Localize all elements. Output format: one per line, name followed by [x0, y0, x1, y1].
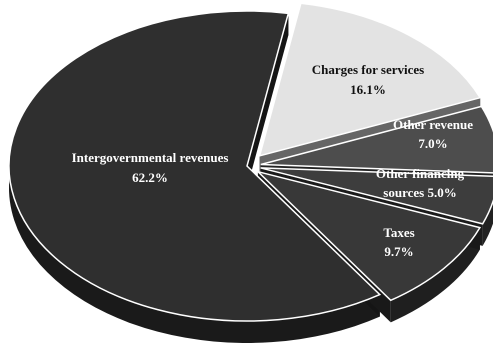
slice-other-revenue — [260, 105, 493, 174]
slice-label-intergovernmental-revenues: Intergovernmental revenues — [72, 150, 229, 165]
slice-value-intergovernmental-revenues: 62.2% — [132, 170, 168, 185]
slice-intergovernmental-revenues — [8, 10, 382, 322]
slice-label-other-financing-sources-line1: Other financing — [376, 166, 465, 181]
pie-tops — [8, 2, 493, 322]
slice-side-taxes — [390, 227, 480, 323]
slice-label-taxes: Taxes — [383, 225, 414, 240]
slice-value-other-revenue: 7.0% — [418, 136, 447, 151]
slice-label-charges-for-services: Charges for services — [312, 62, 424, 77]
slice-label-other-financing-sources-line2: sources 5.0% — [383, 185, 456, 200]
pie-labels: Intergovernmental revenues 62.2% Charges… — [72, 62, 474, 259]
slice-label-other-revenue: Other revenue — [393, 117, 473, 132]
slice-value-charges-for-services: 16.1% — [350, 82, 386, 97]
slice-charges-for-services — [258, 2, 482, 157]
slice-side-other-financing-sources — [482, 201, 493, 246]
slice-wall-intergovernmental-revenues-1 — [247, 13, 289, 189]
slice-value-taxes: 9.7% — [384, 244, 413, 259]
slice-other-financing-sources — [260, 167, 493, 225]
slice-side-intergovernmental-revenues — [9, 10, 380, 343]
slice-taxes — [255, 170, 482, 302]
